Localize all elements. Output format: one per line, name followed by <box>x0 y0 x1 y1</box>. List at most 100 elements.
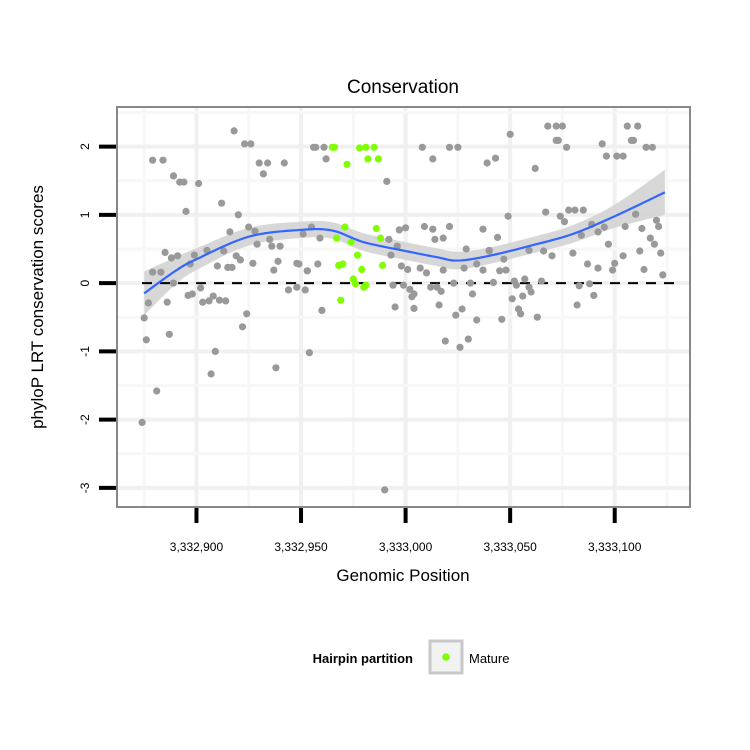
mature-point <box>364 155 372 163</box>
other-point <box>274 257 282 265</box>
other-point <box>429 155 437 163</box>
x-tick-label: 3,333,000 <box>379 540 433 554</box>
other-point <box>230 127 238 135</box>
other-point <box>554 136 562 144</box>
other-point <box>243 310 251 318</box>
other-point <box>491 154 500 162</box>
other-point <box>422 269 431 277</box>
other-point <box>512 281 521 289</box>
points-layer <box>138 122 667 494</box>
other-point <box>284 286 293 294</box>
other-point <box>234 211 242 219</box>
other-point <box>650 240 659 248</box>
other-point <box>560 218 569 226</box>
x-tick-label: 3,332,900 <box>170 540 224 554</box>
mature-point <box>374 155 382 163</box>
mature-point <box>347 238 355 246</box>
other-point <box>600 223 608 231</box>
other-point <box>165 330 173 338</box>
other-point <box>199 298 207 306</box>
other-point <box>305 349 313 357</box>
other-point <box>383 177 391 185</box>
other-point <box>575 282 583 290</box>
mature-point <box>341 223 349 231</box>
legend-label-mature: Mature <box>469 651 509 666</box>
other-point <box>435 301 443 309</box>
plot-border <box>116 106 691 508</box>
other-point <box>255 159 263 167</box>
other-point <box>299 230 307 238</box>
other-point <box>638 224 646 233</box>
other-point <box>621 222 629 231</box>
other-point <box>218 199 226 207</box>
other-point <box>381 486 389 494</box>
other-point <box>280 159 288 167</box>
other-point <box>161 248 169 256</box>
other-point <box>163 298 171 306</box>
legend-title: Hairpin partition <box>313 651 413 666</box>
other-point <box>167 254 175 262</box>
mature-point <box>358 265 366 274</box>
other-point <box>552 122 560 130</box>
other-point <box>640 265 648 274</box>
other-point <box>466 279 474 287</box>
other-point <box>544 122 552 130</box>
other-point <box>629 136 638 144</box>
other-point <box>293 283 301 291</box>
other-point <box>253 240 261 248</box>
other-point <box>431 235 439 243</box>
mature-point <box>376 234 385 242</box>
x-axis-label: Genomic Position <box>336 566 469 585</box>
x-axis: 3,332,900 3,332,950 3,333,000 3,333,050 3,33… <box>170 508 642 554</box>
smooth-trend-line <box>143 191 666 295</box>
y-tick-label: 0 <box>78 279 92 286</box>
other-point <box>157 268 165 276</box>
other-point <box>542 208 550 216</box>
other-point <box>295 260 303 268</box>
other-point <box>569 249 577 257</box>
other-point <box>245 223 253 231</box>
other-point <box>316 234 324 242</box>
other-point <box>655 222 663 231</box>
other-point <box>207 370 215 378</box>
other-point <box>418 143 426 151</box>
other-point <box>577 231 585 239</box>
other-point <box>441 337 449 345</box>
legend-key-mature-dot <box>442 653 450 661</box>
mature-point <box>343 160 351 168</box>
other-point <box>652 216 661 224</box>
other-point <box>450 279 458 287</box>
other-point <box>222 297 230 305</box>
y-tick-label: 1 <box>78 211 92 218</box>
mature-point <box>356 144 364 152</box>
other-point <box>494 233 502 241</box>
other-point <box>502 266 510 274</box>
other-point <box>452 311 460 319</box>
other-point <box>188 290 196 298</box>
other-point <box>228 263 236 271</box>
other-point <box>489 278 497 286</box>
other-point <box>140 314 148 322</box>
smooth-line-group <box>143 191 666 295</box>
y-tick-label: 2 <box>78 143 92 150</box>
other-point <box>203 246 211 254</box>
other-point <box>144 299 152 307</box>
other-point <box>473 316 481 324</box>
other-point <box>429 225 437 233</box>
other-point <box>301 286 309 294</box>
other-point <box>251 227 259 235</box>
y-tick-label: -1 <box>78 346 92 357</box>
legend: Hairpin partition Mature <box>313 639 509 675</box>
other-point <box>657 249 665 257</box>
other-point <box>594 228 602 236</box>
other-point <box>397 262 405 270</box>
other-point <box>479 225 487 233</box>
other-point <box>500 255 508 263</box>
other-point <box>659 271 667 279</box>
other-point <box>508 295 516 303</box>
other-point <box>636 247 644 255</box>
other-point <box>169 279 178 287</box>
y-tick-label: -3 <box>78 482 92 493</box>
other-point <box>220 247 228 255</box>
other-point <box>236 256 244 264</box>
